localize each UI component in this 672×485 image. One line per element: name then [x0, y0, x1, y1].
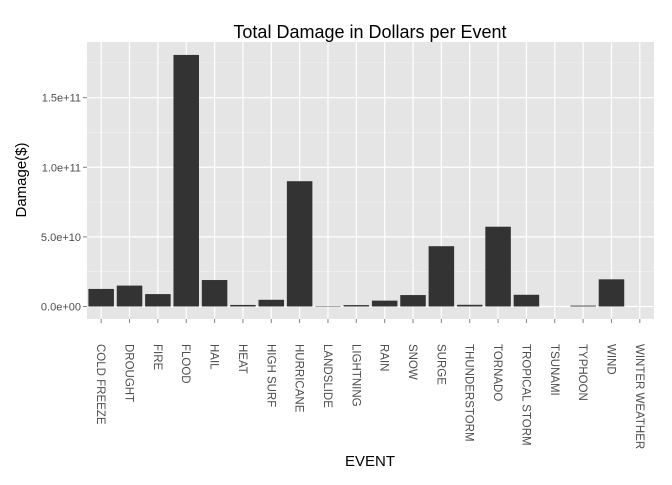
bar: [202, 280, 228, 306]
x-tick-label: HAIL: [208, 344, 220, 370]
bar: [259, 300, 285, 307]
bar: [173, 55, 199, 307]
chart-title: Total Damage in Dollars per Event: [233, 22, 506, 42]
bar: [344, 305, 370, 306]
x-tick-label: HEAT: [236, 344, 248, 374]
y-tick-label: 1.0e+11: [42, 162, 81, 174]
plot-panel: [87, 42, 654, 319]
x-tick-label: TORNADO: [491, 344, 503, 401]
x-tick-label: TYPHOON: [576, 344, 588, 401]
x-tick-label: COLD FREEZE: [94, 344, 106, 425]
y-tick-label: 0.0e+00: [41, 301, 81, 313]
x-tick-label: HIGH SURF: [264, 344, 276, 407]
bar: [570, 306, 596, 307]
bar: [400, 295, 426, 306]
x-tick-label: SURGE: [434, 344, 446, 385]
bar: [514, 295, 540, 307]
x-tick-label: FLOOD: [179, 344, 191, 384]
y-tick-label: 1.5e+11: [42, 93, 81, 105]
y-axis: 0.0e+00 5.0e+10 1.0e+11 1.5e+11: [41, 93, 87, 314]
y-tick-label: 5.0e+10: [41, 232, 81, 244]
bar: [230, 305, 256, 307]
x-tick-label: TSUNAMI: [548, 344, 560, 396]
x-tick-label: THUNDERSTORM: [463, 344, 475, 442]
x-tick-label: LANDSLIDE: [321, 344, 333, 408]
bar: [88, 289, 114, 307]
bar: [372, 301, 398, 307]
bar: [457, 305, 483, 307]
bar: [287, 181, 313, 306]
y-axis-title: Damage($): [13, 142, 30, 217]
x-axis: COLD FREEZE DROUGHT FIRE FLOOD HAIL HEAT HIGH …: [94, 319, 645, 449]
x-tick-label: HURRICANE: [293, 344, 305, 413]
x-tick-label: SNOW: [406, 344, 418, 380]
bar: [117, 286, 143, 307]
bar: [485, 227, 511, 307]
bar: [145, 294, 171, 306]
x-tick-label: FIRE: [151, 344, 163, 371]
x-tick-label: DROUGHT: [123, 344, 135, 402]
x-tick-label: LIGHTNING: [349, 344, 361, 407]
x-axis-title: EVENT: [345, 453, 395, 470]
x-tick-label: RAIN: [378, 344, 390, 371]
x-tick-label: WINTER WEATHER: [633, 344, 645, 449]
bar: [599, 279, 625, 306]
x-tick-label: WIND: [604, 344, 616, 375]
bar: [429, 246, 455, 306]
x-tick-label: TROPICAL STORM: [519, 344, 531, 446]
